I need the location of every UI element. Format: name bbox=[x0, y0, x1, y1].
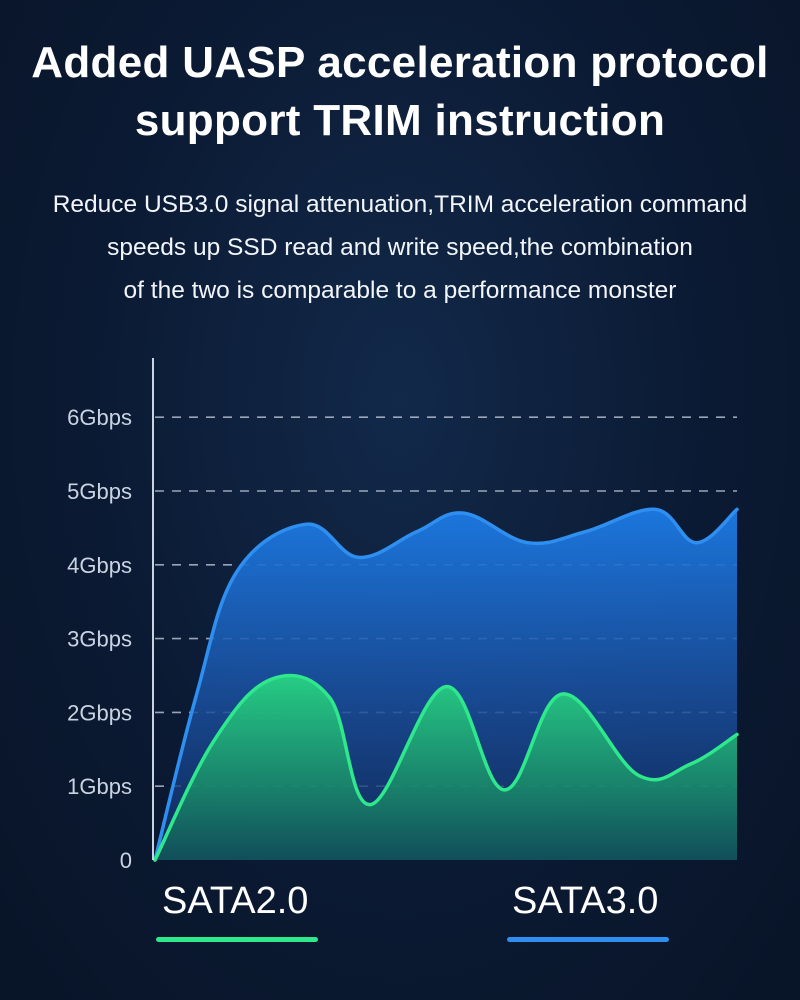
legend-item-sata3: SATA3.0 bbox=[512, 880, 658, 923]
line-sata20 bbox=[153, 673, 739, 862]
legend-swatch-sata3 bbox=[507, 937, 669, 942]
y-tick-label: 5Gbps bbox=[67, 479, 132, 504]
y-tick-label: 1Gbps bbox=[67, 774, 132, 799]
subheadline-line-1: Reduce USB3.0 signal attenuation,TRIM ac… bbox=[52, 191, 748, 218]
y-tick-label: 0 bbox=[120, 848, 132, 873]
legend-label-sata2: SATA2.0 bbox=[162, 880, 309, 922]
subheadline-line-3: of the two is comparable to a performanc… bbox=[123, 277, 677, 304]
subheadline-line-2: speeds up SSD read and write speed,the c… bbox=[107, 234, 693, 261]
legend-item-sata2: SATA2.0 bbox=[162, 880, 308, 923]
y-tick-label: 3Gbps bbox=[67, 627, 132, 652]
headline-line-2: support TRIM instruction bbox=[134, 96, 666, 145]
y-tick-labels: 0 1Gbps 2Gbps 3Gbps 4Gbps 5Gbps 6Gbps bbox=[67, 405, 132, 873]
headline-line-1: Added UASP acceleration protocol bbox=[31, 38, 769, 87]
y-tick-label: 2Gbps bbox=[67, 700, 132, 725]
legend-swatch-sata2 bbox=[156, 937, 318, 942]
series-lines bbox=[153, 507, 739, 862]
subheadline: Reduce USB3.0 signal attenuation,TRIM ac… bbox=[0, 183, 800, 312]
speed-chart: 0 1Gbps 2Gbps 3Gbps 4Gbps 5Gbps 6Gbps bbox=[67, 358, 739, 873]
series-areas bbox=[155, 509, 737, 860]
area-sata20 bbox=[155, 675, 737, 860]
line-sata30 bbox=[153, 507, 739, 862]
y-tick-label: 6Gbps bbox=[67, 405, 132, 430]
legend-label-sata3: SATA3.0 bbox=[512, 880, 659, 922]
headline: Added UASP acceleration protocol support… bbox=[0, 34, 800, 150]
y-tick-label: 4Gbps bbox=[67, 553, 132, 578]
